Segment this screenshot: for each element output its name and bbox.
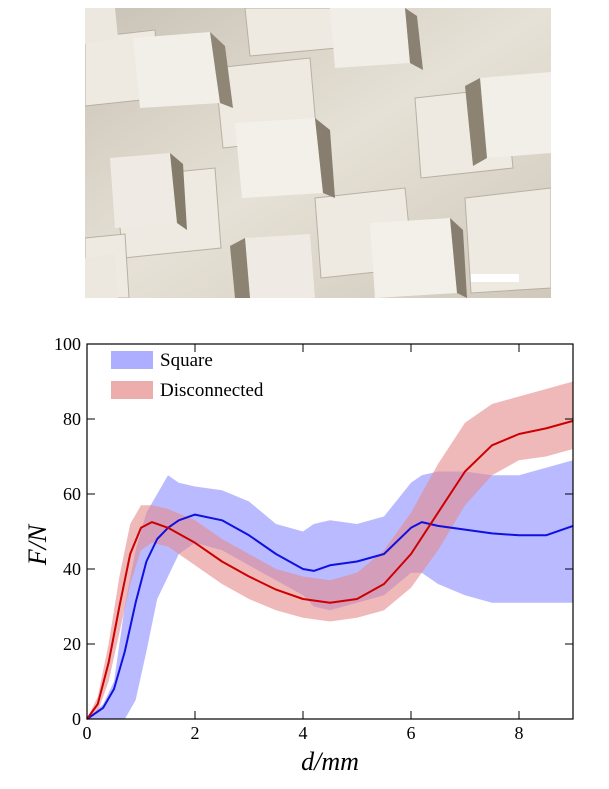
x-tick-label: 0 (83, 723, 92, 743)
y-axis-title: F/N (23, 523, 52, 566)
plot-frame (86, 343, 574, 720)
y-tick-label: 0 (72, 709, 81, 729)
chart-canvas: 0 2 4 6 8 0 20 40 60 80 100 d/mm F/N Square Disco… (23, 334, 574, 776)
legend-label-disconnected: Disconnected (160, 380, 264, 401)
legend-swatch-disconnected (111, 381, 153, 399)
y-axis: 0 20 40 60 80 100 (54, 334, 573, 729)
x-axis-title: d/mm (301, 747, 359, 776)
x-axis: 0 2 4 6 8 (83, 344, 524, 743)
x-tick-label: 6 (407, 723, 416, 743)
y-tick-label: 20 (63, 634, 81, 654)
x-tick-label: 8 (515, 723, 524, 743)
x-tick-label: 2 (191, 723, 200, 743)
folded-paper-photo (85, 8, 551, 298)
y-tick-label: 40 (63, 559, 81, 579)
confidence-bands (87, 381, 573, 719)
line-disconnected (86, 419, 574, 720)
line-square (86, 513, 574, 720)
legend-label-square: Square (160, 350, 213, 371)
legend-swatch-square (111, 351, 153, 369)
force-displacement-chart: 0 2 4 6 8 0 20 40 60 80 100 d/mm F/N Square Disco… (0, 320, 609, 789)
scale-bar (471, 274, 519, 282)
paper-cubes-illustration (85, 8, 551, 298)
band-disconnected (87, 381, 573, 719)
series-lines (86, 419, 574, 720)
y-tick-label: 60 (63, 484, 81, 504)
legend: Square Disconnected (111, 350, 264, 401)
y-tick-label: 100 (54, 334, 81, 354)
y-tick-label: 80 (63, 409, 81, 429)
x-tick-label: 4 (299, 723, 308, 743)
